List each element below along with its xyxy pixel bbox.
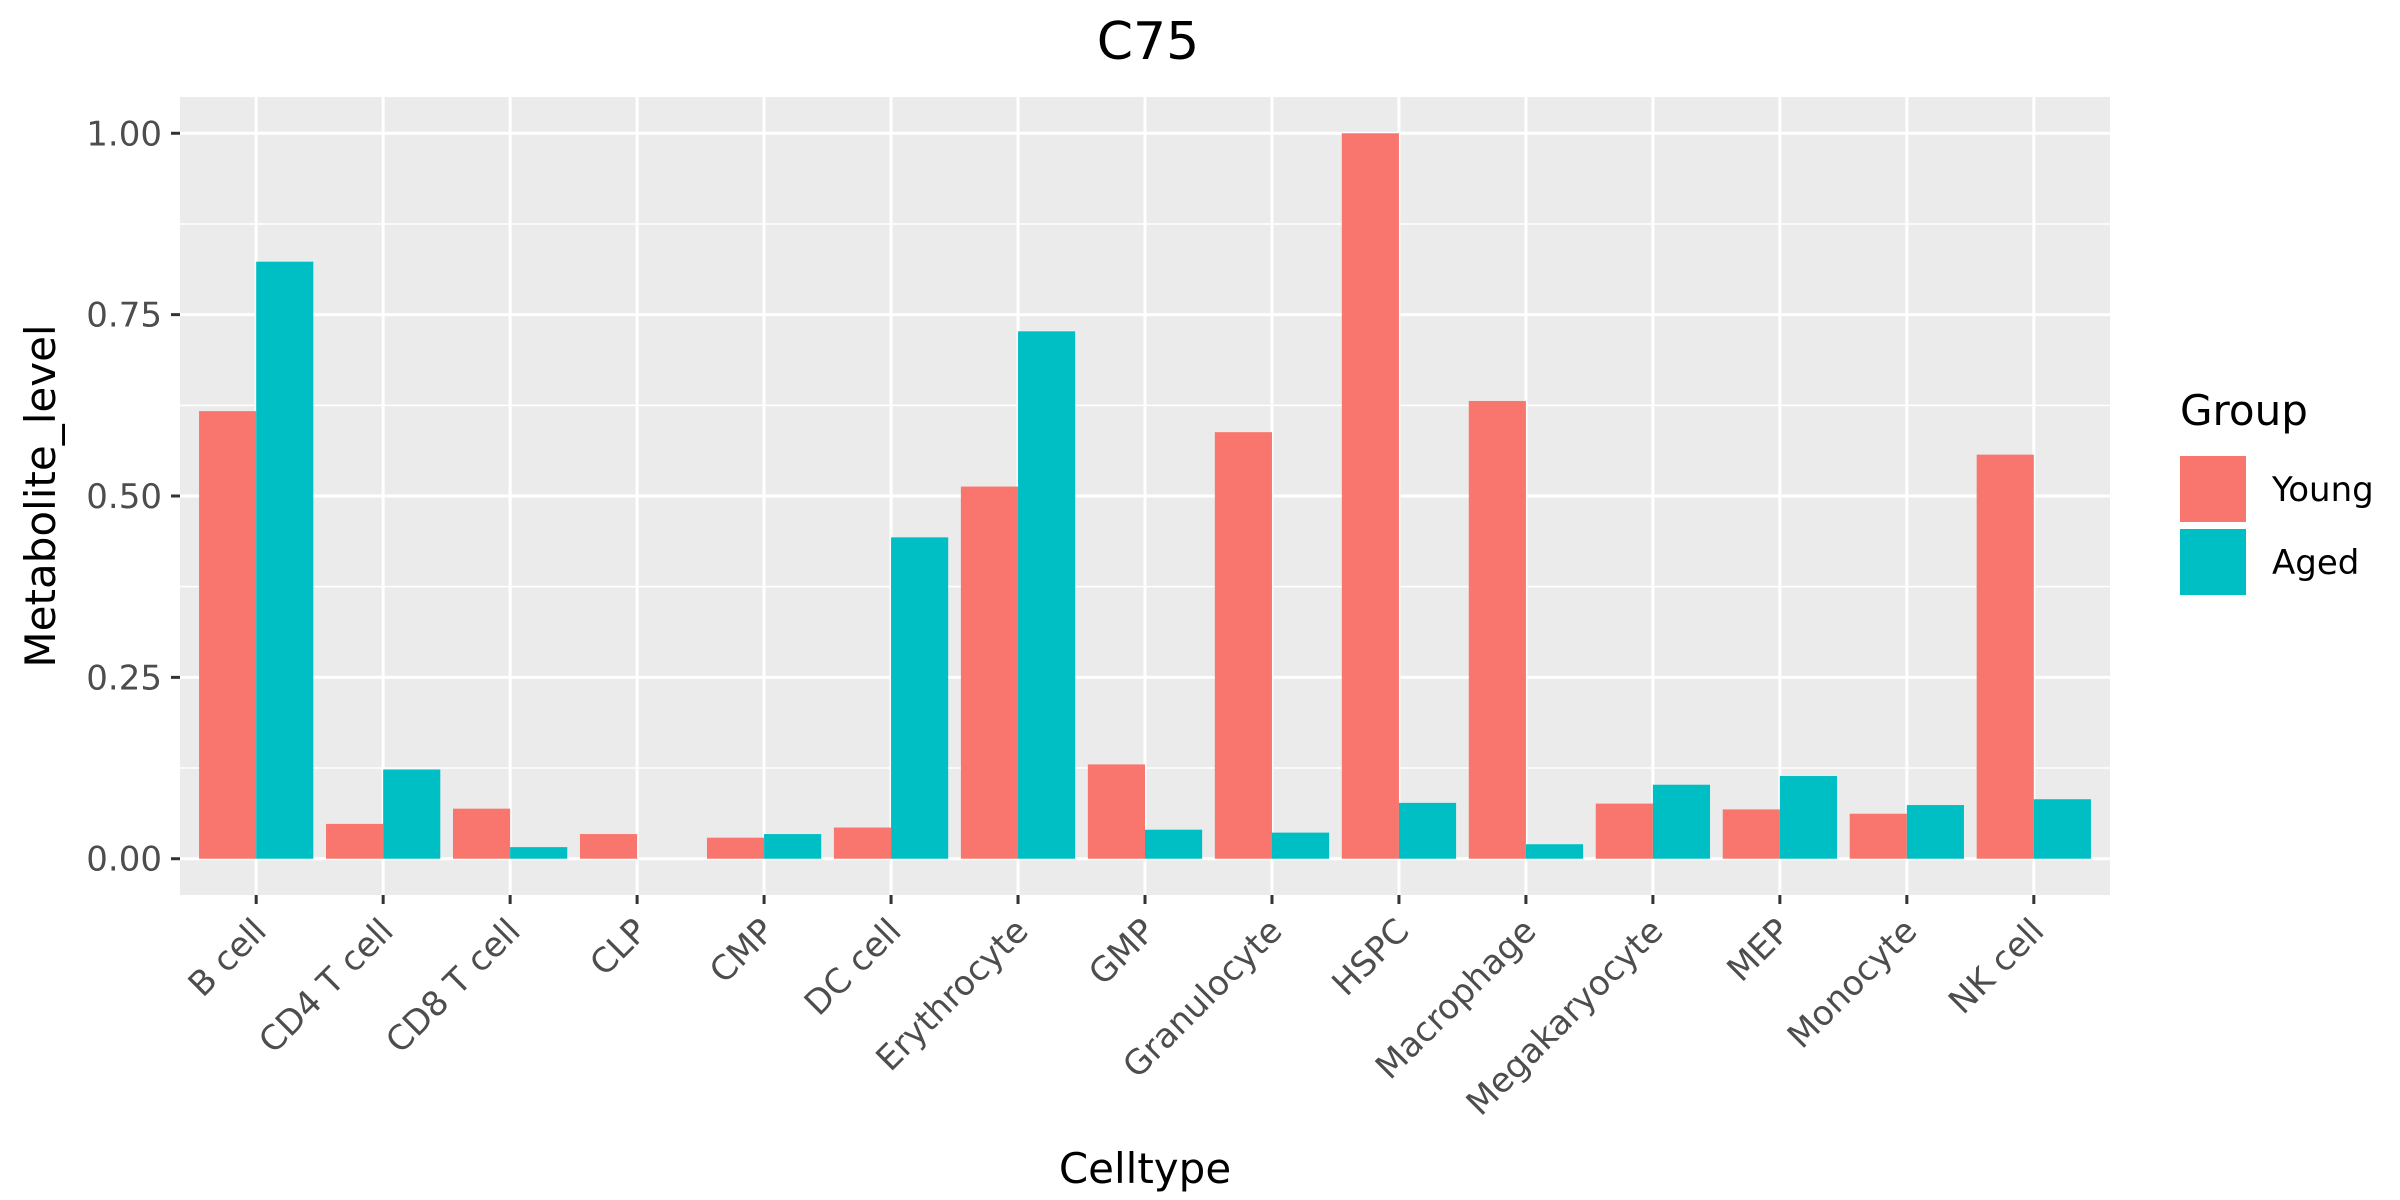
bar-young-megakaryocyte bbox=[1595, 803, 1653, 859]
bar-young-b-cell bbox=[199, 411, 257, 859]
legend-label-aged: Aged bbox=[2272, 543, 2359, 583]
bar-young-granulocyte bbox=[1214, 432, 1272, 859]
x-tick-label: CD4 T cell bbox=[251, 911, 401, 1061]
bar-aged-cd8-t-cell bbox=[510, 847, 568, 859]
x-axis-title: Celltype bbox=[1059, 1144, 1231, 1193]
legend-key-aged bbox=[2180, 529, 2246, 595]
x-tick-label: CMP bbox=[702, 911, 782, 991]
legend-label-young: Young bbox=[2271, 470, 2374, 510]
y-tick-label: 0.50 bbox=[86, 477, 162, 517]
x-tick-label: HSPC bbox=[1324, 911, 1417, 1004]
x-tick-label: GMP bbox=[1081, 911, 1163, 993]
bar-aged-b-cell bbox=[256, 261, 314, 859]
x-tick-label: MEP bbox=[1720, 911, 1799, 990]
legend-title: Group bbox=[2180, 386, 2308, 435]
x-tick-label: B cell bbox=[181, 911, 275, 1005]
bar-aged-mep bbox=[1779, 776, 1838, 859]
bar-aged-hspc bbox=[1398, 802, 1457, 859]
x-tick-label: DC cell bbox=[797, 911, 910, 1024]
legend: Group Young Aged bbox=[2180, 386, 2374, 595]
y-tick-label: 0.00 bbox=[86, 840, 162, 880]
bar-young-cd8-t-cell bbox=[452, 808, 511, 859]
bar-young-erythrocyte bbox=[960, 486, 1019, 859]
bar-young-monocyte bbox=[1849, 813, 1907, 859]
x-tick-label: CD8 T cell bbox=[378, 911, 528, 1061]
x-tick-label: CLP bbox=[583, 911, 656, 984]
bars bbox=[199, 133, 2091, 859]
y-tick-label: 1.00 bbox=[86, 114, 162, 154]
bar-young-hspc bbox=[1341, 133, 1399, 859]
chart-title: C75 bbox=[1097, 12, 1199, 72]
bar-young-dc-cell bbox=[833, 827, 892, 859]
y-tick-label: 0.75 bbox=[86, 296, 162, 336]
x-tick-label: Monocyte bbox=[1780, 911, 1925, 1056]
bar-aged-macrophage bbox=[1525, 844, 1584, 859]
bar-aged-gmp bbox=[1145, 829, 1203, 859]
bar-young-gmp bbox=[1087, 764, 1145, 859]
bar-aged-nk-cell bbox=[2033, 799, 2091, 859]
bar-young-cd4-t-cell bbox=[326, 823, 384, 859]
bar-aged-erythrocyte bbox=[1018, 331, 1076, 859]
bar-young-cmp bbox=[706, 837, 765, 859]
bar-aged-cd4-t-cell bbox=[383, 769, 441, 859]
bar-aged-granulocyte bbox=[1271, 832, 1330, 859]
y-tick-label: 0.25 bbox=[86, 658, 162, 698]
bar-aged-dc-cell bbox=[891, 537, 949, 859]
y-axis-title: Metabolite_level bbox=[16, 324, 65, 667]
bar-aged-cmp bbox=[764, 834, 822, 859]
bar-aged-monocyte bbox=[1906, 805, 1964, 859]
bar-young-macrophage bbox=[1468, 400, 1526, 859]
bar-young-mep bbox=[1722, 809, 1780, 859]
bar-young-nk-cell bbox=[1976, 454, 2034, 859]
x-tick-label: NK cell bbox=[1941, 911, 2052, 1022]
y-axis: 0.00 0.25 0.50 0.75 1.00 bbox=[86, 114, 180, 880]
bar-aged-megakaryocyte bbox=[1652, 784, 1711, 859]
bar-young-clp bbox=[579, 834, 638, 859]
legend-key-young bbox=[2180, 456, 2246, 522]
